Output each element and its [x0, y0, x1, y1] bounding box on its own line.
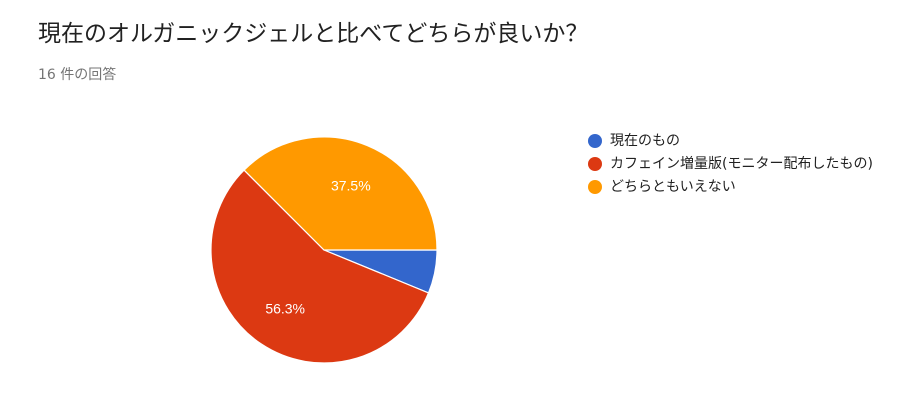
legend-swatch-current — [588, 134, 602, 148]
legend-label-neither: どちらともいえない — [610, 179, 736, 195]
legend-item-caffeine[interactable]: カフェイン増量版(モニター配布したもの) — [588, 155, 878, 174]
legend: 現在のもの カフェイン増量版(モニター配布したもの) どちらともいえない — [588, 132, 878, 201]
legend-swatch-neither — [588, 180, 602, 194]
slice-label-caffeine: 56.3% — [265, 300, 305, 316]
pie-slice-caffeine[interactable] — [210, 169, 430, 364]
response-count: 16 件の回答 — [38, 67, 117, 83]
legend-label-current: 現在のもの — [610, 133, 680, 149]
pie-slices — [210, 136, 438, 364]
legend-item-current[interactable]: 現在のもの — [588, 132, 878, 151]
legend-item-neither[interactable]: どちらともいえない — [588, 178, 878, 197]
pie-labels: 56.3% 37.5% — [265, 177, 370, 316]
slice-label-neither: 37.5% — [331, 177, 371, 193]
pie-slice-neither[interactable] — [243, 136, 438, 251]
legend-label-caffeine: カフェイン増量版(モニター配布したもの) — [610, 156, 873, 172]
chart-title: 現在のオルガニックジェルと比べてどちらが良いか？ — [38, 21, 589, 47]
legend-swatch-caffeine — [588, 157, 602, 171]
